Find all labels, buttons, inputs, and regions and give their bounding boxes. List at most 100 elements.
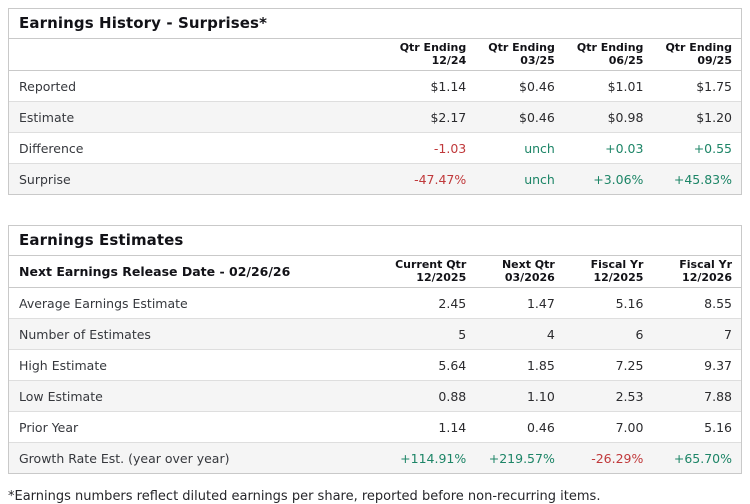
value-cell: unch: [524, 172, 555, 187]
table-row: Estimate $2.17 $0.46 $0.98 $1.20: [9, 101, 741, 133]
column-header: Qtr Ending 09/25: [652, 39, 741, 71]
value-cell: 1.10: [475, 380, 564, 412]
column-header-line1: Qtr Ending: [576, 41, 644, 54]
column-header-line2: 06/25: [608, 54, 644, 67]
value-cell: 0.88: [386, 380, 476, 412]
value-cell: $1.20: [652, 101, 741, 133]
value-cell: 9.37: [652, 349, 741, 381]
column-header: Qtr Ending 12/24: [386, 39, 476, 71]
value-cell: +0.55: [652, 132, 741, 164]
value-cell: 7: [652, 318, 741, 350]
table-row: Reported $1.14 $0.46 $1.01 $1.75: [9, 70, 741, 102]
column-header: Current Qtr 12/2025: [386, 256, 476, 288]
row-label: Difference: [9, 132, 387, 164]
header-corner-label: Next Earnings Release Date - 02/26/26: [9, 256, 387, 288]
column-header-line1: Qtr Ending: [665, 41, 732, 54]
table-row: Low Estimate 0.88 1.10 2.53 7.88: [9, 380, 741, 412]
value-cell: $1.14: [386, 70, 476, 102]
column-header-line2: 03/25: [520, 54, 555, 67]
table-row: High Estimate 5.64 1.85 7.25 9.37: [9, 349, 741, 381]
table-row: Average Earnings Estimate 2.45 1.47 5.16 8.5…: [9, 287, 741, 319]
value-cell: +219.57%: [488, 451, 555, 466]
column-header: Next Qtr 03/2026: [475, 256, 564, 288]
value-cell: -47.47%: [414, 172, 467, 187]
row-label: Number of Estimates: [9, 318, 387, 350]
value-cell: 7.88: [652, 380, 741, 412]
column-header-line2: 12/2026: [682, 271, 732, 284]
value-cell: $2.17: [386, 101, 476, 133]
value-cell: 4: [475, 318, 564, 350]
value-cell: 7.00: [563, 411, 653, 443]
value-cell: +45.83%: [673, 172, 732, 187]
value-cell: -1.03: [386, 132, 476, 164]
header-corner-label: [9, 39, 387, 71]
row-label: Growth Rate Est. (year over year): [19, 451, 230, 466]
column-header-row: Qtr Ending 12/24 Qtr Ending 03/25 Qtr Ending…: [9, 39, 741, 71]
value-cell: 0.46: [475, 411, 564, 443]
earnings-history-surprises-table: Earnings History - Surprises* Qtr Ending…: [8, 8, 742, 195]
value-cell: +114.91%: [400, 451, 467, 466]
earnings-history-title: Earnings History - Surprises*: [9, 9, 741, 39]
table-row: Prior Year 1.14 0.46 7.00 5.16: [9, 411, 741, 443]
row-label: Prior Year: [9, 411, 387, 443]
table-row: Number of Estimates 5 4 6 7: [9, 318, 741, 350]
column-header: Fiscal Yr 12/2026: [652, 256, 741, 288]
column-header-line1: Qtr Ending: [399, 41, 467, 54]
value-cell: $0.46: [475, 70, 564, 102]
value-cell: 5.16: [563, 287, 653, 319]
estimates-body: Average Earnings Estimate 2.45 1.47 5.16 8.5…: [9, 287, 741, 473]
column-header: Qtr Ending 03/25: [475, 39, 564, 71]
estimates-data-grid: Next Earnings Release Date - 02/26/26 Cur…: [9, 256, 741, 473]
value-cell: $1.01: [563, 70, 653, 102]
row-label: Surprise: [19, 172, 71, 187]
value-cell: -26.29%: [591, 451, 644, 466]
row-label: Low Estimate: [9, 380, 387, 412]
value-cell: 5.16: [652, 411, 741, 443]
surprises-data-grid: Qtr Ending 12/24 Qtr Ending 03/25 Qtr Ending…: [9, 39, 741, 194]
surprises-body: Reported $1.14 $0.46 $1.01 $1.75 Estimate $2.1…: [9, 70, 741, 194]
row-label: Average Earnings Estimate: [9, 287, 387, 319]
value-cell: $0.98: [563, 101, 653, 133]
value-cell: $1.75: [652, 70, 741, 102]
estimates-header: Next Earnings Release Date - 02/26/26 Cur…: [9, 256, 741, 288]
table-row: Difference -1.03 unch +0.03 +0.55: [9, 132, 741, 164]
row-label: Reported: [9, 70, 387, 102]
value-cell: 1.85: [475, 349, 564, 381]
value-cell: 5: [386, 318, 476, 350]
column-header-line1: Qtr Ending: [488, 41, 555, 54]
column-header-line1: Fiscal Yr: [590, 258, 644, 271]
column-header-line2: 12/2025: [593, 271, 644, 284]
table-row: Growth Rate Est. (year over year) +114.91…: [9, 442, 741, 473]
earnings-estimates-title: Earnings Estimates: [9, 226, 741, 256]
value-cell: 1.47: [475, 287, 564, 319]
value-cell: +65.70%: [673, 451, 732, 466]
value-cell: +0.03: [563, 132, 653, 164]
value-cell: +3.06%: [593, 172, 644, 187]
column-header-line1: Fiscal Yr: [679, 258, 732, 271]
column-header-line1: Next Qtr: [501, 258, 555, 271]
column-header-line2: 03/2026: [504, 271, 555, 284]
row-label: High Estimate: [9, 349, 387, 381]
column-header-line2: 12/2025: [416, 271, 467, 284]
column-header: Fiscal Yr 12/2025: [563, 256, 653, 288]
earnings-estimates-table: Earnings Estimates Next Earnings Release…: [8, 225, 742, 474]
column-header-line1: Current Qtr: [395, 258, 467, 271]
value-cell: 2.53: [563, 380, 653, 412]
value-cell: 5.64: [386, 349, 476, 381]
value-cell: 7.25: [563, 349, 653, 381]
row-label: Estimate: [9, 101, 387, 133]
column-header: Qtr Ending 06/25: [563, 39, 653, 71]
value-cell: unch: [475, 132, 564, 164]
surprises-header: Qtr Ending 12/24 Qtr Ending 03/25 Qtr Ending…: [9, 39, 741, 71]
earnings-footnote: *Earnings numbers reflect diluted earnin…: [8, 489, 601, 504]
value-cell: $0.46: [475, 101, 564, 133]
column-header-line2: 09/25: [697, 54, 732, 67]
column-header-line2: 12/24: [431, 54, 467, 67]
table-row: Surprise -47.47% unch +3.06% +45.83%: [9, 163, 741, 194]
value-cell: 6: [563, 318, 653, 350]
value-cell: 8.55: [652, 287, 741, 319]
value-cell: 1.14: [386, 411, 476, 443]
column-header-row: Next Earnings Release Date - 02/26/26 Cur…: [9, 256, 741, 288]
value-cell: 2.45: [386, 287, 476, 319]
